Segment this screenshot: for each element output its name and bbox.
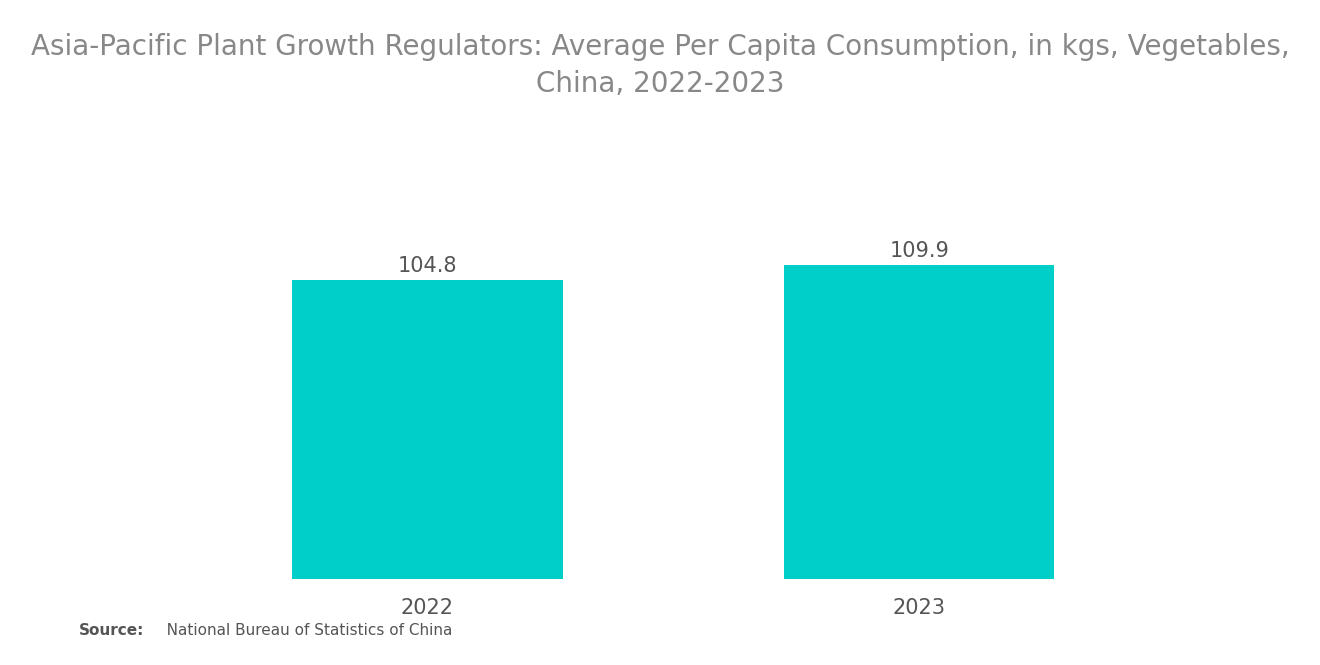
Text: Source:: Source:	[79, 623, 145, 638]
Text: 109.9: 109.9	[890, 241, 949, 261]
Bar	[784, 265, 1055, 579]
Text: Asia-Pacific Plant Growth Regulators: Average Per Capita Consumption, in kgs, Ve: Asia-Pacific Plant Growth Regulators: Av…	[30, 33, 1290, 98]
Text: National Bureau of Statistics of China: National Bureau of Statistics of China	[152, 623, 453, 638]
Text: 104.8: 104.8	[397, 255, 457, 275]
Bar	[292, 280, 562, 579]
